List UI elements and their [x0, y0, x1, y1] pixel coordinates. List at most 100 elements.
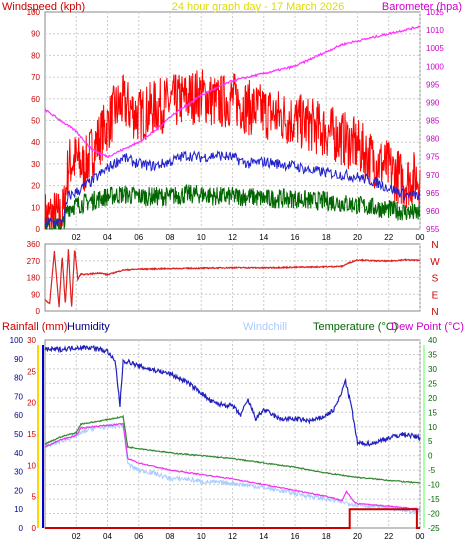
y-tick-label: 25	[27, 367, 36, 376]
y-tick-label: 40	[31, 138, 40, 147]
x-tick-label: 22	[384, 233, 393, 242]
series-line-wind	[44, 183, 420, 230]
y-tick-label: -5	[428, 466, 436, 475]
y-tick-label: 50	[31, 117, 40, 126]
y-tick-label: 50	[14, 430, 23, 439]
y-tick-label: 0	[36, 307, 41, 316]
y-tick-label: 975	[426, 153, 440, 162]
x-tick-label: 18	[322, 233, 331, 242]
y-tick-label: 980	[426, 135, 440, 144]
y-tick-label: 960	[426, 207, 440, 216]
y-tick-label: -15	[428, 495, 440, 504]
y-tick-label: 0	[19, 524, 24, 533]
x-tick-label: 04	[103, 233, 112, 242]
y-tick-label: 80	[14, 374, 23, 383]
y-tick-label: -25	[428, 524, 440, 533]
x-tick-label: 20	[353, 532, 362, 541]
rain-x-tick-labels: 02 04 06 08 10 12 14 16 18 20 22 00	[72, 532, 425, 541]
x-tick-label: 06	[134, 532, 143, 541]
x-tick-label: 20	[353, 233, 362, 242]
x-tick-label: 10	[197, 532, 206, 541]
y-tick-label: 955	[426, 225, 440, 234]
humidity-label: Humidity	[67, 321, 110, 333]
x-tick-label: 08	[166, 233, 175, 242]
windspeed-tick-labels: 0 10 20 30 40 50 60 70 80 90 100	[27, 8, 41, 234]
y-tick-label: 30	[31, 160, 40, 169]
rain-temp-series	[44, 344, 421, 529]
barometer-axis-label: Barometer (hpa)	[382, 1, 462, 13]
y-tick-label: 15	[27, 430, 36, 439]
barometer-tick-labels: 955 960 965 970 975 980 985 990 995 1000 1005 1010 1…	[426, 8, 444, 234]
y-tick-label: 360	[27, 240, 41, 249]
x-tick-label: 12	[228, 532, 237, 541]
dewpoint-label: Dew Point (°C)	[391, 321, 464, 333]
series-line-temperature	[44, 414, 421, 484]
y-tick-label: 30	[428, 365, 437, 374]
series-line-humidity	[44, 344, 421, 448]
compass-label: N	[431, 307, 438, 318]
x-tick-label: 12	[228, 233, 237, 242]
temperature-tick-labels: -25 -20 -15 -10 -5 0 5 10 15 20 25 30 35 40	[428, 336, 440, 533]
y-tick-label: 10	[27, 461, 36, 470]
series-line-direction	[44, 249, 421, 308]
compass-label: N	[431, 240, 438, 251]
series-line-gust	[44, 69, 421, 231]
y-tick-label: 970	[426, 171, 440, 180]
y-tick-label: 100	[27, 8, 41, 17]
y-tick-label: 100	[10, 336, 24, 345]
y-tick-label: 10	[31, 203, 40, 212]
wind-baro-series	[44, 25, 421, 231]
y-tick-label: 90	[14, 355, 23, 364]
y-tick-label: 270	[27, 257, 41, 266]
y-tick-label: -10	[428, 481, 440, 490]
humidity-tick-labels: 0 10 20 30 40 50 60 70 80 90 100	[10, 336, 24, 533]
y-tick-label: 1000	[426, 62, 444, 71]
y-tick-label: 0	[428, 452, 433, 461]
x-tick-label: 04	[103, 532, 112, 541]
direction-series	[44, 249, 421, 308]
y-tick-label: 90	[31, 30, 40, 39]
windchill-label: Windchill	[243, 321, 287, 333]
x-tick-label: 18	[322, 532, 331, 541]
y-tick-label: 30	[14, 468, 23, 477]
y-tick-label: 40	[14, 449, 23, 458]
y-tick-label: -20	[428, 510, 440, 519]
rainfall-label: Rainfall (mm)	[2, 321, 67, 333]
compass-label: S	[432, 274, 439, 285]
y-tick-label: 990	[426, 98, 440, 107]
y-tick-label: 40	[428, 336, 437, 345]
y-tick-label: 180	[27, 274, 41, 283]
y-tick-label: 20	[14, 486, 23, 495]
y-tick-label: 5	[428, 437, 433, 446]
x-tick-label: 08	[166, 532, 175, 541]
y-tick-label: 60	[31, 95, 40, 104]
y-tick-label: 20	[27, 399, 36, 408]
y-tick-label: 985	[426, 117, 440, 126]
y-tick-label: 70	[31, 73, 40, 82]
y-tick-label: 30	[27, 336, 36, 345]
x-tick-label: 22	[384, 532, 393, 541]
x-tick-label: 00	[416, 532, 425, 541]
x-tick-label: 16	[291, 532, 300, 541]
x-tick-label: 14	[259, 233, 268, 242]
compass-label: E	[432, 290, 439, 301]
y-tick-label: 80	[31, 51, 40, 60]
y-tick-label: 35	[428, 350, 437, 359]
wind-x-tick-labels: 02 04 06 08 10 12 14 16 18 20 22 00	[72, 233, 425, 242]
y-tick-label: 965	[426, 189, 440, 198]
y-tick-label: 1010	[426, 26, 444, 35]
x-tick-label: 00	[416, 233, 425, 242]
y-tick-label: 20	[31, 182, 40, 191]
y-tick-label: 1015	[426, 8, 444, 17]
y-tick-label: 90	[31, 290, 40, 299]
series-line-average	[44, 149, 421, 228]
x-tick-label: 16	[291, 233, 300, 242]
rainfall-tick-labels: 0 5 10 15 20 25 30	[27, 336, 36, 533]
x-tick-label: 02	[72, 233, 81, 242]
y-tick-label: 20	[428, 394, 437, 403]
y-tick-label: 0	[32, 524, 37, 533]
y-tick-label: 10	[428, 423, 437, 432]
windspeed-axis-label: Windspeed (kph)	[2, 1, 85, 13]
compass-label: W	[430, 257, 440, 268]
